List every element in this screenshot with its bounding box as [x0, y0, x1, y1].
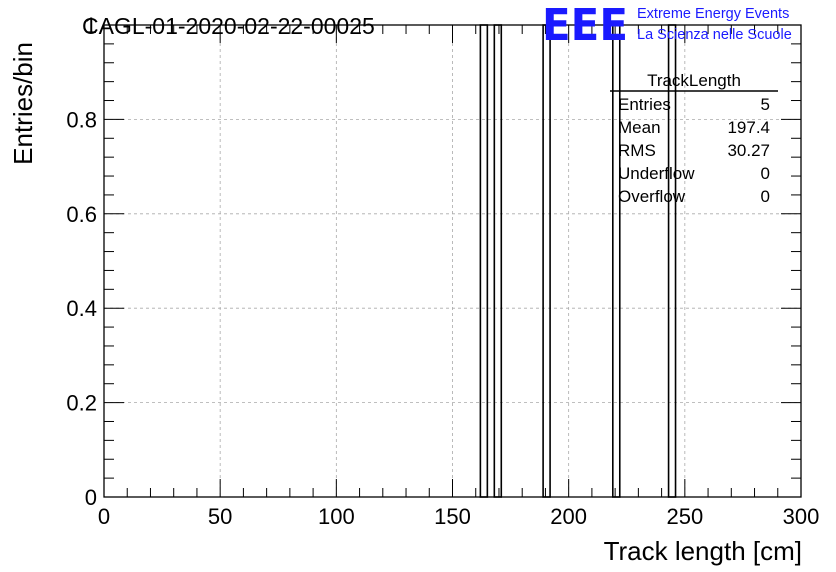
x-tick-labels: 0 50 100 150 200 250 300 — [98, 504, 819, 529]
y-axis-label: Entries/bin — [8, 42, 38, 165]
stats-label-mean: Mean — [618, 118, 661, 137]
stats-value-underflow: 0 — [761, 164, 770, 183]
stats-value-entries: 5 — [761, 95, 770, 114]
x-axis-label: Track length [cm] — [604, 536, 802, 566]
stats-box: TrackLength Entries 5 Mean 197.4 RMS 30.… — [610, 71, 778, 206]
stats-label-rms: RMS — [618, 141, 656, 160]
histogram-bar-2 — [542, 24, 551, 498]
x-tick-label: 50 — [208, 504, 232, 529]
x-tick-label: 250 — [666, 504, 703, 529]
stats-label-entries: Entries — [618, 95, 671, 114]
x-tick-label: 300 — [783, 504, 820, 529]
eee-logo: EEE Extreme Energy Events La Scienza nel… — [542, 0, 792, 51]
histogram-bar-0 — [479, 24, 489, 498]
y-tick-label: 1 — [85, 13, 97, 38]
y-tick-labels: 0 0.2 0.4 0.6 0.8 1 — [66, 13, 97, 510]
stats-value-overflow: 0 — [761, 187, 770, 206]
y-tick-label: 0.2 — [66, 391, 97, 416]
stats-box-title: TrackLength — [647, 71, 741, 90]
histogram-bar-1 — [493, 24, 503, 498]
y-tick-label: 0 — [85, 485, 97, 510]
y-tick-label: 0.8 — [66, 107, 97, 132]
x-tick-label: 0 — [98, 504, 110, 529]
logo-line-2: La Scienza nelle Scuole — [637, 27, 792, 43]
stats-label-overflow: Overflow — [618, 187, 686, 206]
x-tick-label: 150 — [434, 504, 471, 529]
logo-line-1: Extreme Energy Events — [637, 6, 789, 22]
y-tick-label: 0.6 — [66, 202, 97, 227]
y-tick-label: 0.4 — [66, 296, 97, 321]
eee-logo-mark: EEE — [542, 0, 628, 51]
grid-lines — [104, 24, 801, 497]
axis-ticks — [103, 24, 802, 498]
stats-value-mean: 197.4 — [727, 118, 770, 137]
x-tick-label: 100 — [318, 504, 355, 529]
stats-label-underflow: Underflow — [618, 164, 695, 183]
chart-title: CAGL-01-2020-02-22-00025 — [82, 13, 375, 39]
x-tick-label: 200 — [550, 504, 587, 529]
stats-value-rms: 30.27 — [727, 141, 770, 160]
